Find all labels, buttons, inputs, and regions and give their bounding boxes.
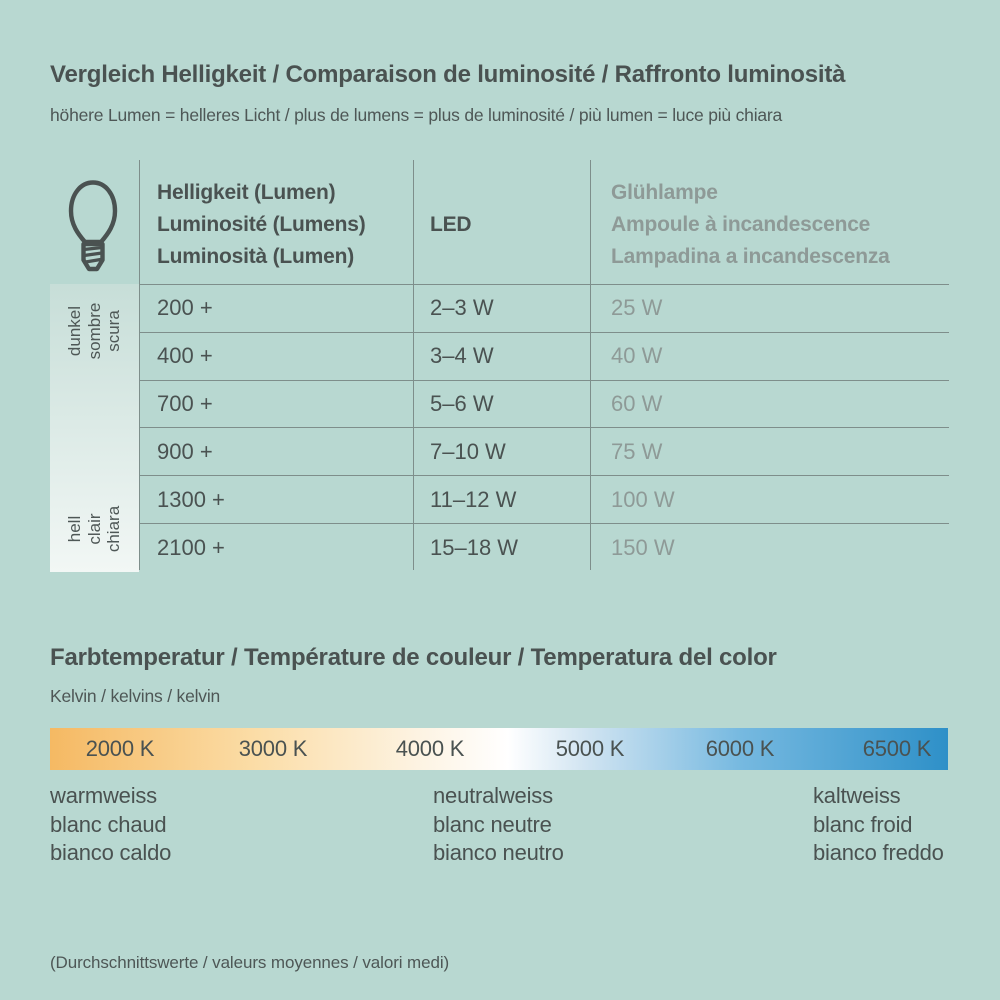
kelvin-gradient-bar: 2000 K 3000 K 4000 K 5000 K 6000 K 6500 K: [50, 728, 948, 770]
lumen-table-body: 200 + 2–3 W 25 W 400 + 3–4 W 40 W 700 + …: [139, 284, 949, 571]
column-header-lumen-line: Luminosité (Lumens): [157, 213, 366, 236]
dark-to-light-gradient-strip: [50, 284, 139, 572]
column-header-incandescent-line: Lampadina a incandescenza: [611, 245, 890, 268]
neutral-white-label-line: bianco neutro: [433, 840, 564, 865]
led-watt-value: 3–4 W: [430, 343, 494, 369]
column-header-led: LED: [430, 213, 472, 236]
lumen-value: 1300 +: [157, 486, 225, 512]
table-divider-led: [413, 160, 414, 570]
scale-label-light-line: hell: [64, 515, 84, 543]
table-row: 200 + 2–3 W 25 W: [139, 284, 949, 332]
warm-white-label: warmweiss blanc chaud bianco caldo: [50, 782, 171, 868]
incandescent-watt-value: 25 W: [611, 295, 663, 321]
led-watt-value: 2–3 W: [430, 295, 494, 321]
neutral-white-label-line: blanc neutre: [433, 811, 552, 837]
table-divider-left: [139, 160, 140, 570]
lumen-value: 200 +: [157, 295, 213, 321]
incandescent-watt-value: 40 W: [611, 343, 663, 369]
cold-white-label: kaltweiss blanc froid bianco freddo: [813, 782, 944, 868]
cold-white-label-line: bianco freddo: [813, 840, 944, 865]
column-header-lumen-line: Helligkeit (Lumen): [157, 181, 336, 204]
table-row: 1300 + 11–12 W 100 W: [139, 475, 949, 523]
lumen-value: 900 +: [157, 438, 213, 464]
table-row: 900 + 7–10 W 75 W: [139, 427, 949, 475]
scale-label-light-line: clair: [84, 513, 104, 545]
column-header-lumen: Helligkeit (Lumen) Luminosité (Lumens) L…: [157, 177, 366, 273]
table-row: 2100 + 15–18 W 150 W: [139, 523, 949, 571]
column-header-incandescent-line: Ampoule à incandescence: [611, 213, 871, 236]
neutral-white-label-line: neutralweiss: [433, 783, 553, 808]
brightness-section-subtitle: höhere Lumen = helleres Licht / plus de …: [50, 105, 783, 125]
column-header-lumen-line: Luminosità (Lumen): [157, 245, 355, 268]
brightness-section-title: Vergleich Helligkeit / Comparaison de lu…: [50, 61, 846, 88]
scale-label-dark: dunkel sombre scura: [65, 303, 124, 360]
warm-white-label-line: warmweiss: [50, 783, 157, 808]
cold-white-label-line: blanc froid: [813, 811, 913, 837]
lumen-value: 2100 +: [157, 534, 225, 560]
table-row: 400 + 3–4 W 40 W: [139, 331, 949, 380]
incandescent-watt-value: 150 W: [611, 534, 675, 560]
column-header-incandescent: Glühlampe Ampoule à incandescence Lampad…: [611, 177, 890, 273]
lumen-value: 400 +: [157, 343, 213, 369]
incandescent-watt-value: 100 W: [611, 486, 675, 512]
scale-label-dark-line: dunkel: [64, 305, 84, 357]
average-values-footnote: (Durchschnittswerte / valeurs moyennes /…: [50, 953, 450, 972]
led-watt-value: 7–10 W: [430, 438, 506, 464]
light-bulb-icon: [68, 180, 118, 272]
temperature-section-title: Farbtemperatur / Température de couleur …: [50, 644, 777, 671]
incandescent-watt-value: 75 W: [611, 438, 663, 464]
warm-white-label-line: bianco caldo: [50, 840, 172, 865]
led-watt-value: 15–18 W: [430, 534, 519, 560]
cold-white-label-line: kaltweiss: [813, 783, 901, 808]
scale-label-dark-line: scura: [103, 310, 123, 352]
table-divider-incandescent: [590, 160, 591, 570]
warm-white-label-line: blanc chaud: [50, 811, 167, 837]
scale-label-dark-line: sombre: [84, 302, 104, 360]
scale-label-light: hell clair chiara: [65, 506, 124, 552]
neutral-white-label: neutralweiss blanc neutre bianco neutro: [433, 782, 564, 868]
kelvin-tick-label: 3000 K: [238, 736, 308, 761]
led-watt-value: 11–12 W: [430, 486, 517, 512]
lumen-value: 700 +: [157, 391, 213, 417]
column-header-incandescent-line: Glühlampe: [611, 181, 718, 204]
scale-label-light-line: chiara: [103, 505, 123, 553]
table-row: 700 + 5–6 W 60 W: [139, 379, 949, 428]
kelvin-tick-label: 4000 K: [395, 736, 465, 761]
incandescent-watt-value: 60 W: [611, 391, 663, 417]
temperature-section-subtitle: Kelvin / kelvins / kelvin: [50, 686, 221, 706]
led-watt-value: 5–6 W: [430, 391, 494, 417]
kelvin-tick-label: 6500 K: [862, 736, 932, 761]
kelvin-tick-label: 6000 K: [705, 736, 775, 761]
kelvin-tick-label: 5000 K: [555, 736, 625, 761]
kelvin-tick-label: 2000 K: [85, 736, 155, 761]
